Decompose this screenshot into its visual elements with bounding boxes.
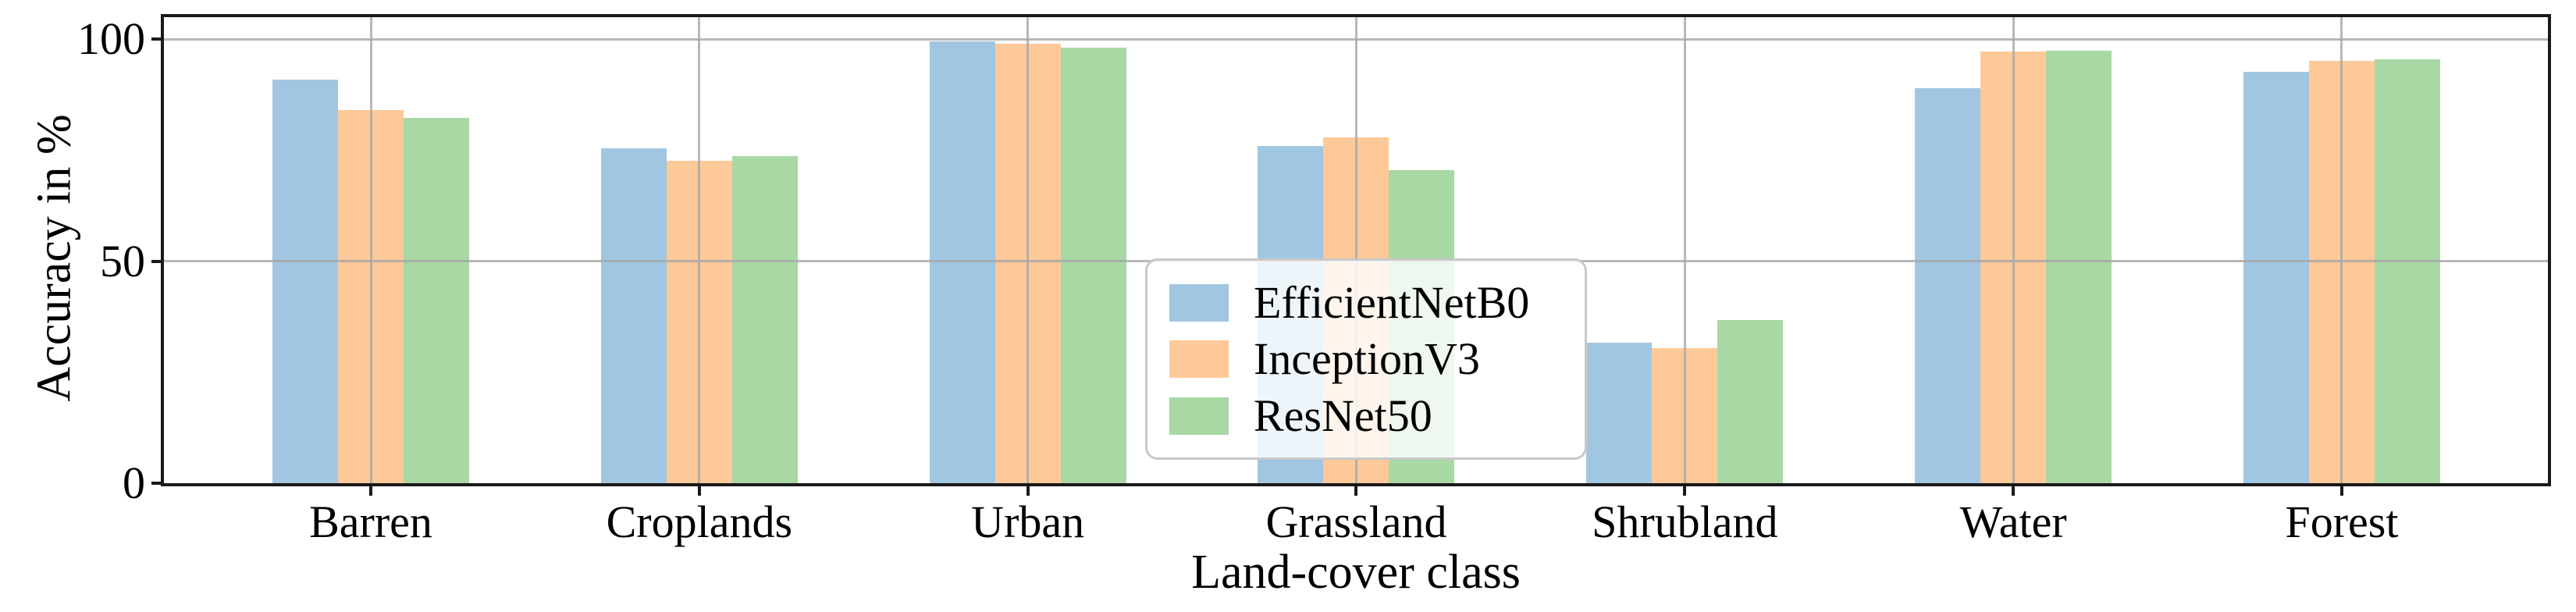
legend-item-efficientnetb0: EfficientNetB0 — [1147, 276, 1585, 328]
x-tick-label-barren: Barren — [309, 496, 432, 547]
bar-resnet50-barren — [404, 117, 469, 483]
bar-resnet50-forest — [2374, 59, 2440, 483]
x-tick-shrubland — [1683, 483, 1687, 496]
x-tick-label-urban: Urban — [971, 496, 1085, 547]
plot-area — [164, 17, 2548, 483]
legend-label-resnet50: ResNet50 — [1254, 390, 1432, 441]
x-gridline-forest — [2340, 17, 2343, 483]
legend-label-efficientnetb0: EfficientNetB0 — [1254, 276, 1530, 328]
legend-label-inceptionv3: InceptionV3 — [1254, 333, 1480, 384]
y-gridline-100 — [164, 37, 2548, 41]
x-tick-label-shrubland: Shrubland — [1592, 496, 1778, 547]
x-tick-label-forest: Forest — [2285, 496, 2399, 547]
x-axis-label: Land-cover class — [1191, 546, 1521, 599]
bar-efficientnetb0-croplands — [600, 148, 667, 483]
x-gridline-croplands — [698, 17, 701, 483]
x-tick-urban — [1026, 483, 1030, 496]
bar-resnet50-water — [2046, 50, 2112, 483]
bar-resnet50-urban — [1060, 48, 1126, 483]
x-gridline-urban — [1026, 17, 1030, 483]
y-tick-100 — [151, 37, 164, 41]
x-gridline-barren — [369, 17, 372, 483]
y-tick-50 — [151, 259, 164, 263]
bar-efficientnetb0-barren — [272, 79, 338, 483]
x-gridline-water — [2012, 17, 2015, 483]
bar-efficientnetb0-shrubland — [1586, 343, 1653, 483]
bar-resnet50-shrubland — [1717, 319, 1784, 483]
x-tick-water — [2012, 483, 2016, 496]
y-tick-label-100: 100 — [77, 13, 145, 65]
bar-resnet50-croplands — [731, 155, 798, 483]
legend: EfficientNetB0 InceptionV3 ResNet50 — [1145, 258, 1587, 460]
x-tick-label-croplands: Croplands — [606, 496, 793, 547]
legend-item-inceptionv3: InceptionV3 — [1147, 336, 1585, 382]
legend-swatch-efficientnetb0 — [1169, 283, 1229, 322]
x-gridline-grassland — [1354, 17, 1357, 483]
legend-swatch-resnet50 — [1169, 397, 1229, 435]
x-tick-croplands — [697, 483, 701, 496]
legend-swatch-inceptionv3 — [1169, 340, 1229, 378]
y-tick-label-50: 50 — [100, 235, 145, 286]
x-tick-forest — [2339, 483, 2343, 496]
x-gridline-shrubland — [1683, 17, 1686, 483]
y-tick-0 — [151, 482, 164, 485]
y-tick-label-0: 0 — [123, 457, 145, 508]
legend-item-resnet50: ResNet50 — [1147, 393, 1585, 439]
bar-efficientnetb0-water — [1915, 87, 1981, 483]
x-tick-label-water: Water — [1959, 496, 2067, 547]
bar-efficientnetb0-forest — [2243, 71, 2309, 483]
x-tick-barren — [369, 483, 372, 496]
x-tick-grassland — [1354, 483, 1358, 496]
x-tick-label-grassland: Grassland — [1265, 496, 1447, 547]
